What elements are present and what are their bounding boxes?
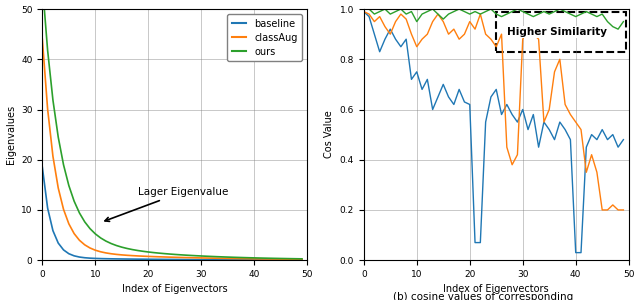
- Legend: baseline, classAug, ours: baseline, classAug, ours: [227, 14, 302, 61]
- X-axis label: Index of Eigenvectors: Index of Eigenvectors: [122, 284, 228, 294]
- Y-axis label: Cos Value: Cos Value: [324, 111, 334, 158]
- Text: (b) cosine values of corresponding
angles: (b) cosine values of corresponding angle…: [393, 292, 573, 300]
- Y-axis label: Eigenvalues: Eigenvalues: [6, 105, 15, 164]
- Text: Lager Eigenvalue: Lager Eigenvalue: [105, 187, 228, 221]
- Bar: [496, 12, 626, 52]
- Text: Higher Similarity: Higher Similarity: [507, 27, 607, 38]
- X-axis label: Index of Eigenvectors: Index of Eigenvectors: [444, 284, 549, 294]
